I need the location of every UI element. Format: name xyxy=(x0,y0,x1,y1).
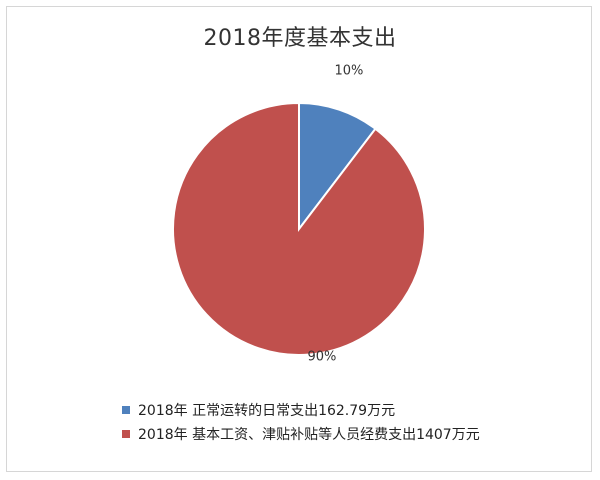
legend: 2018年 正常运转的日常支出162.79万元 2018年 基本工资、津贴补贴等… xyxy=(122,398,480,446)
pie-slice-daily-expense xyxy=(298,101,377,232)
legend-label-daily-expense: 2018年 正常运转的日常支出162.79万元 xyxy=(138,403,396,419)
data-label-personnel-expense: 90% xyxy=(308,349,337,364)
legend-swatch-red xyxy=(122,430,130,438)
legend-label-personnel-expense: 2018年 基本工资、津贴补贴等人员经费支出1407万元 xyxy=(138,427,480,443)
pie-slice-personnel-expense xyxy=(172,101,426,356)
chart-title: 2018年度基本支出 xyxy=(203,26,397,51)
legend-item-daily-expense: 2018年 正常运转的日常支出162.79万元 xyxy=(122,398,480,422)
legend-item-personnel-expense: 2018年 基本工资、津贴补贴等人员经费支出1407万元 xyxy=(122,422,480,446)
pie-labels: 10% 90% xyxy=(308,64,364,365)
data-label-daily-expense: 10% xyxy=(334,64,363,79)
pie-slices xyxy=(172,101,426,356)
legend-swatch-blue xyxy=(122,406,130,414)
